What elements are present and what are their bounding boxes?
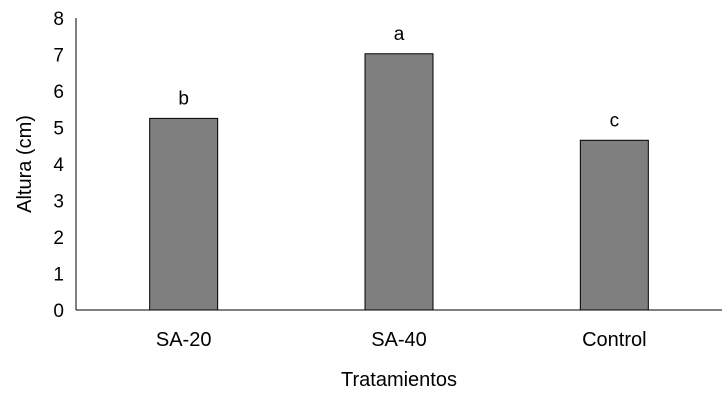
x-tick-label: SA-20 bbox=[156, 329, 212, 351]
data-labels-group: b a c bbox=[178, 24, 619, 132]
x-tick-label: SA-40 bbox=[371, 329, 427, 351]
y-tick-label: 4 bbox=[53, 155, 64, 176]
y-tick-label: 8 bbox=[53, 9, 64, 30]
bar-control bbox=[579, 139, 649, 311]
y-tick-label: 0 bbox=[53, 301, 64, 322]
x-tick-label: Control bbox=[582, 329, 646, 351]
y-tick-label: 3 bbox=[53, 192, 64, 213]
y-tick-label: 6 bbox=[53, 82, 64, 103]
bars-group bbox=[149, 53, 649, 311]
x-axis-title: Tratamientos bbox=[341, 369, 457, 391]
bar-sa-40 bbox=[364, 53, 434, 311]
y-tick-label: 7 bbox=[53, 46, 64, 67]
y-axis-title: Altura (cm) bbox=[14, 115, 36, 213]
y-tick-label: 1 bbox=[53, 265, 64, 286]
bar-significance-label: c bbox=[610, 110, 620, 131]
y-tick-label: 2 bbox=[53, 228, 64, 249]
bar-significance-label: b bbox=[178, 88, 189, 109]
y-tick-labels: 0 1 2 3 4 5 6 7 8 bbox=[53, 9, 64, 322]
bar-sa-20 bbox=[149, 117, 219, 311]
y-tick-label: 5 bbox=[53, 119, 64, 140]
bar-significance-label: a bbox=[394, 24, 405, 45]
x-tick-labels: SA-20 SA-40 Control bbox=[156, 329, 647, 351]
